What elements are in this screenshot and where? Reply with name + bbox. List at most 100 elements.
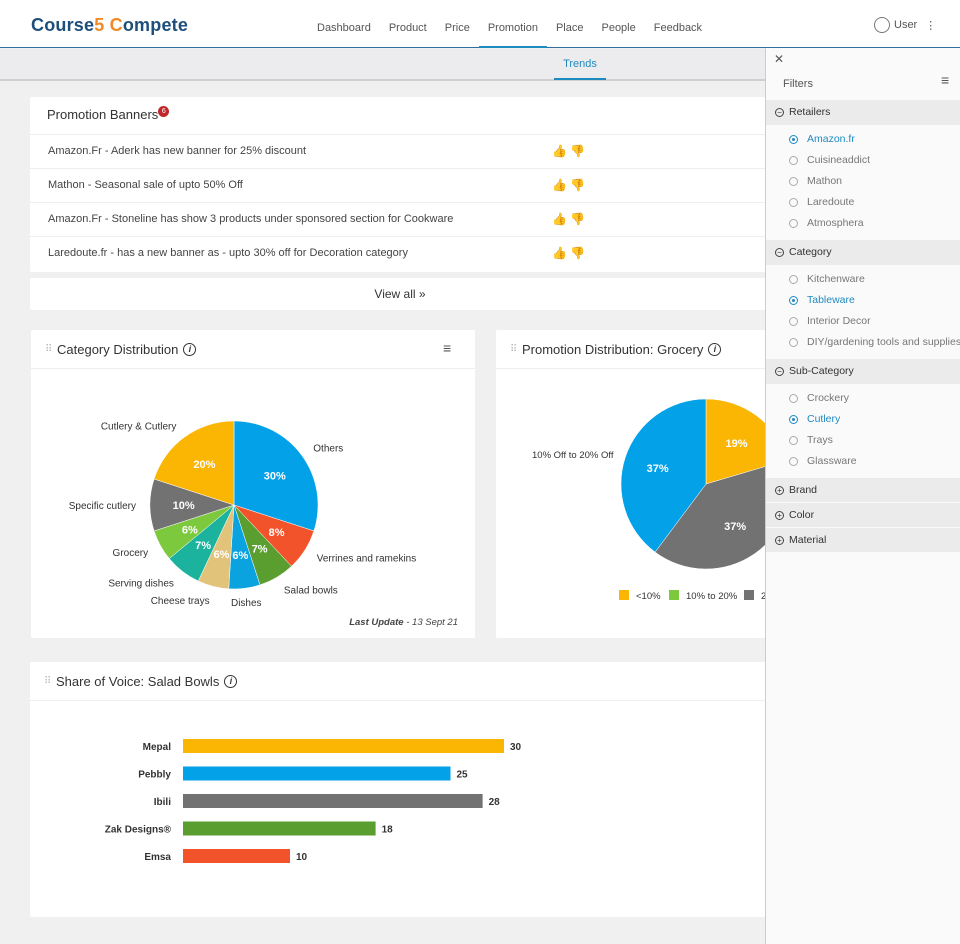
bar[interactable] — [183, 821, 376, 836]
legend-swatch — [619, 590, 629, 600]
pie-slice[interactable] — [705, 398, 776, 485]
filter-section-color[interactable]: + Color — [766, 503, 960, 528]
radio-button[interactable] — [789, 177, 798, 186]
bar-value-label: 10 — [296, 852, 308, 863]
filter-icon[interactable]: ≡ — [443, 340, 452, 356]
thumbs-up-icon[interactable]: 👍 — [552, 178, 567, 192]
top-header: Course5 Compete Dashboard Product Price … — [0, 0, 960, 48]
radio-button[interactable] — [789, 156, 798, 165]
section-label: Brand — [789, 483, 818, 496]
radio-button[interactable] — [789, 457, 798, 466]
last-update: Last Update - 13 Sept 21 — [349, 617, 458, 628]
filter-option[interactable]: Cutlery — [766, 409, 960, 430]
share-of-voice-card: ⠿ Share of Voice: Salad Bowls i Mepal 30 Pe… — [30, 662, 770, 917]
expand-icon[interactable]: + — [775, 510, 784, 520]
promotion-banners-card: Promotion Banners 6 Amazon.Fr - Aderk has… — [30, 97, 770, 272]
thumbs-up-icon[interactable]: 👍 — [552, 144, 567, 158]
bar[interactable] — [183, 849, 290, 863]
filter-option[interactable]: Cuisineaddict — [766, 150, 960, 171]
filter-section-retailers[interactable]: − Retailers — [766, 100, 960, 125]
filter-option[interactable]: Mathon — [766, 171, 960, 192]
logo[interactable]: Course5 Compete — [31, 15, 189, 35]
pie-slice[interactable] — [620, 398, 707, 553]
pie-slice[interactable] — [654, 460, 776, 570]
info-icon[interactable]: i — [708, 343, 722, 356]
filter-option[interactable]: DIY/gardening tools and supplies — [766, 332, 960, 353]
filter-section-sub-category[interactable]: − Sub-Category — [766, 359, 960, 384]
nav-people[interactable]: People — [601, 22, 636, 34]
radio-button[interactable] — [789, 219, 798, 228]
legend-label[interactable]: <10% — [636, 591, 661, 602]
info-icon[interactable]: i — [224, 675, 238, 688]
radio-button[interactable] — [789, 394, 798, 403]
tab-trends[interactable]: Trends — [554, 49, 606, 80]
drag-handle-icon[interactable]: ⠿ — [45, 344, 53, 355]
bar-value-label: 18 — [382, 825, 394, 836]
filter-section-category[interactable]: − Category — [766, 240, 960, 265]
drag-handle-icon[interactable]: ⠿ — [44, 676, 52, 687]
filter-option[interactable]: Kitchenware — [766, 269, 960, 290]
collapse-icon[interactable]: − — [775, 367, 784, 376]
slice-value-label: 30% — [264, 470, 286, 482]
thumbs-up-icon[interactable]: 👍 — [552, 212, 567, 226]
filter-option[interactable]: Interior Decor — [766, 311, 960, 332]
nav-product[interactable]: Product — [388, 22, 427, 34]
share-of-voice-bar-chart: Mepal 30 Pebbly 25 Ibili 28 Zak Designs® 18 Emsa… — [105, 739, 522, 863]
nav-dashboard[interactable]: Dashboard — [317, 22, 371, 34]
nav-place[interactable]: Place — [555, 22, 584, 34]
filter-option[interactable]: Trays — [766, 430, 960, 451]
collapse-icon[interactable]: − — [775, 108, 784, 117]
filter-icon[interactable]: ≡ — [941, 72, 950, 88]
radio-button[interactable] — [789, 317, 798, 326]
slice-value-label: 19% — [726, 438, 748, 450]
section-label: Color — [789, 508, 815, 521]
thumbs-down-icon[interactable]: 👎 — [570, 212, 586, 226]
section-label: Category — [789, 246, 832, 258]
radio-button[interactable] — [789, 415, 798, 424]
slice-label: Cutlery & Cutlery — [101, 422, 177, 433]
collapse-icon[interactable]: − — [775, 248, 784, 257]
nav-promotion[interactable]: Promotion — [478, 0, 547, 48]
thumbs-down-icon[interactable]: 👎 — [570, 144, 586, 158]
banner-row: Amazon.Fr - Stoneline has show 3 product… — [30, 202, 765, 235]
thumbs-down-icon[interactable]: 👎 — [570, 246, 586, 260]
filters-title: Filters — [783, 78, 813, 90]
radio-button[interactable] — [789, 338, 798, 347]
filter-option[interactable]: Crockery — [766, 388, 960, 409]
radio-button[interactable] — [789, 135, 798, 144]
close-icon[interactable]: ✕ — [774, 52, 785, 66]
thumbs-down-icon[interactable]: 👎 — [570, 178, 586, 192]
expand-icon[interactable]: + — [775, 485, 784, 495]
legend-label[interactable]: 10% to 20% — [686, 591, 738, 602]
filter-section-material[interactable]: + Material — [766, 528, 960, 553]
bar[interactable] — [183, 794, 483, 808]
bar[interactable] — [183, 766, 451, 781]
slice-value-label: 7% — [195, 540, 211, 552]
user-menu[interactable]: User ⋮ — [874, 17, 936, 33]
drag-handle-icon[interactable]: ⠿ — [510, 344, 518, 355]
nav-price[interactable]: Price — [444, 22, 470, 34]
filter-option[interactable]: Amazon.fr — [766, 129, 960, 150]
nav-feedback[interactable]: Feedback — [653, 22, 703, 34]
filter-option[interactable]: Laredoute — [766, 192, 960, 213]
info-icon[interactable]: i — [183, 343, 197, 356]
filter-option[interactable]: Glassware — [766, 451, 960, 472]
filter-section-brand[interactable]: + Brand — [766, 478, 960, 503]
banner-row: Amazon.Fr - Aderk has new banner for 25%… — [30, 134, 765, 167]
expand-icon[interactable]: + — [775, 535, 784, 545]
sub-nav: Trends — [0, 49, 765, 81]
radio-button[interactable] — [789, 198, 798, 207]
section-label: Sub-Category — [789, 365, 854, 377]
slice-value-label: 37% — [647, 463, 669, 475]
radio-button[interactable] — [789, 275, 798, 284]
radio-button[interactable] — [789, 296, 798, 305]
more-vertical-icon[interactable]: ⋮ — [925, 19, 937, 32]
filter-option[interactable]: Atmosphera — [766, 213, 960, 234]
radio-button[interactable] — [789, 436, 798, 445]
thumbs-up-icon[interactable]: 👍 — [552, 246, 567, 260]
pie-slice[interactable] — [233, 420, 319, 532]
pie-slice[interactable] — [153, 420, 235, 506]
bar[interactable] — [183, 739, 504, 753]
filter-option[interactable]: Tableware — [766, 290, 960, 311]
view-all-button[interactable]: View all » — [30, 278, 770, 310]
